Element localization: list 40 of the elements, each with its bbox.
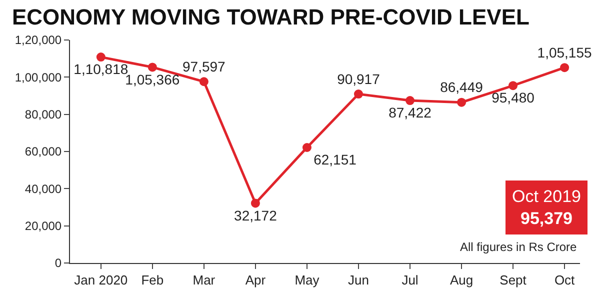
data-label: 1,10,818 (74, 61, 128, 78)
point (508, 81, 518, 90)
data-label: 95,480 (492, 90, 535, 106)
y-tick-label: 80,000 (24, 108, 62, 122)
data-label: 62,151 (314, 152, 357, 168)
annotation: All figures in Rs Crore (460, 240, 578, 254)
x-tick-label: Jul (402, 272, 418, 288)
x-tick-label: Jun (348, 272, 369, 288)
point (406, 96, 414, 106)
x-tick-label: Apr (245, 272, 266, 288)
data-label: 87,422 (388, 104, 432, 121)
x-tick-label: Oct (554, 272, 576, 288)
point (96, 52, 106, 62)
point (560, 63, 570, 72)
point (302, 143, 312, 152)
annotation: 95,379 (520, 209, 572, 228)
data-label: 86,449 (440, 79, 484, 96)
y-tick-label: 60,000 (24, 144, 62, 159)
point (148, 62, 157, 72)
x-tick-label: May (294, 272, 320, 288)
y-tick-label: 40,000 (24, 182, 62, 196)
point (250, 198, 260, 208)
point (199, 77, 208, 86)
point (457, 98, 466, 107)
point (354, 90, 363, 99)
x-tick-label: Aug (450, 272, 474, 288)
y-tick-label: 20,000 (24, 219, 62, 234)
annotation: Oct 2019 (512, 187, 581, 206)
data-label: 97,597 (182, 58, 226, 75)
x-tick-label: Feb (141, 272, 164, 288)
y-tick-label: 1,00,000 (14, 70, 62, 84)
y-tick-label: 0 (54, 256, 62, 270)
data-label: 32,172 (234, 207, 278, 224)
x-tick-label: Sept (500, 272, 527, 288)
y-tick-label: 1,20,000 (14, 33, 62, 48)
data-label: 90,917 (337, 70, 380, 87)
x-tick-label: Jan 2020 (74, 272, 128, 288)
data-label: 1,05,155 (537, 44, 592, 60)
x-tick-label: Mar (192, 272, 216, 288)
chart-title: ECONOMY MOVING TOWARD PRE-COVID LEVEL (12, 4, 530, 30)
